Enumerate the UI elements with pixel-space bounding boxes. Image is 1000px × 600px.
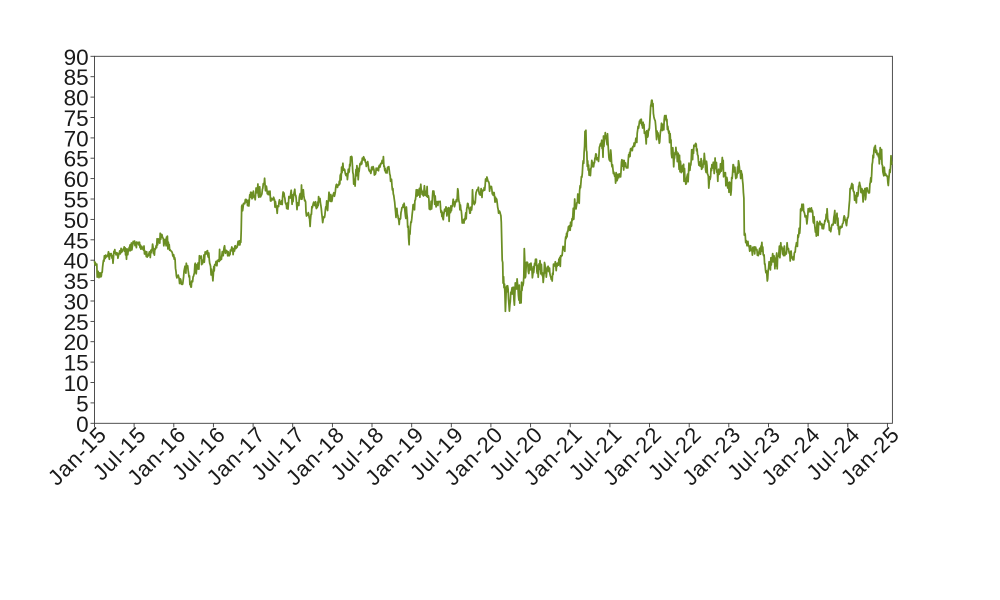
svg-text:0: 0: [76, 412, 89, 437]
svg-text:65: 65: [64, 147, 89, 172]
svg-text:5: 5: [76, 391, 89, 416]
svg-text:30: 30: [64, 290, 89, 315]
svg-text:85: 85: [64, 65, 89, 90]
svg-text:10: 10: [64, 371, 89, 396]
svg-text:20: 20: [64, 330, 89, 355]
svg-text:70: 70: [64, 126, 89, 151]
svg-text:45: 45: [64, 228, 89, 253]
svg-text:40: 40: [64, 249, 89, 274]
svg-text:60: 60: [64, 167, 89, 192]
svg-text:80: 80: [64, 86, 89, 111]
svg-text:50: 50: [64, 208, 89, 233]
svg-text:25: 25: [64, 310, 89, 335]
svg-text:75: 75: [64, 106, 89, 131]
svg-text:55: 55: [64, 188, 89, 213]
svg-text:15: 15: [64, 351, 89, 376]
svg-text:35: 35: [64, 269, 89, 294]
svg-text:90: 90: [64, 45, 89, 70]
